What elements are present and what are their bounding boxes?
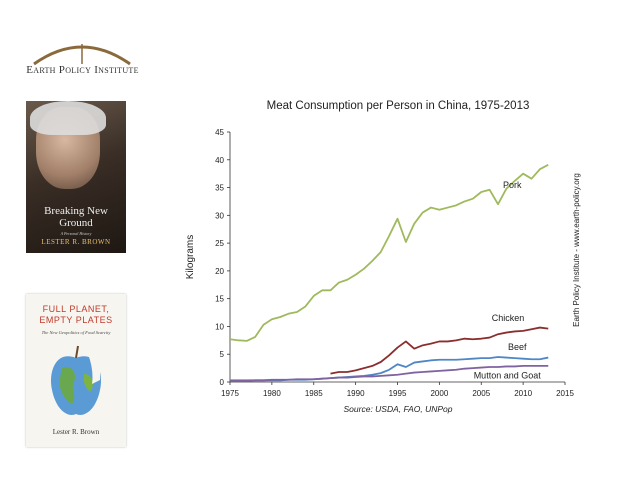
series-label: Chicken [492,313,525,323]
book-title: Breaking New Ground [44,205,108,229]
y-tick-label: 35 [215,184,224,193]
x-tick-label: 1995 [389,389,407,398]
x-tick-label: 1975 [221,389,239,398]
logo-text: Earth Policy Institute [26,64,139,76]
apple-globe [51,345,101,415]
y-tick-label: 5 [220,350,225,359]
portrait-hair [30,101,106,135]
book-author: LESTER R. BROWN [41,238,111,246]
y-tick-label: 10 [215,322,224,331]
series-line [229,163,549,342]
x-tick-label: 2000 [430,389,448,398]
series-line [230,364,549,382]
book-subtitle: The New Geopolitics of Food Scarcity [41,330,111,335]
series-label: Beef [508,342,527,352]
x-tick-label: 2005 [472,389,490,398]
y-tick-label: 0 [220,378,225,387]
y-tick-label: 40 [215,156,224,165]
x-tick-label: 1985 [305,389,323,398]
logo-arc [33,44,131,66]
x-tick-label: 1980 [263,389,281,398]
book-title: FULL PLANET, EMPTY PLATES [39,304,113,325]
series-line [330,326,549,375]
x-tick-label: 2010 [514,389,532,398]
source-note: Source: USDA, FAO, UNPop [344,404,453,414]
x-tick-label: 1990 [347,389,365,398]
book-cover: FULL PLANET, EMPTY PLATES The New Geopol… [26,294,126,447]
x-tick-label: 2015 [556,389,574,398]
book-author: Lester R. Brown [52,428,100,436]
series-label: Pork [503,180,522,190]
series-label: Mutton and Goat [474,370,542,380]
chart-title: Meat Consumption per Person in China, 19… [267,100,530,112]
y-tick-label: 45 [215,128,224,137]
y-tick-label: 20 [215,267,224,276]
y-axis-label: Kilograms [185,235,196,279]
book-cover: Breaking New Ground A Personal History L… [26,101,126,253]
y-tick-label: 30 [215,211,224,220]
y-tick-label: 25 [215,239,224,248]
side-note: Earth Policy Institute - www.earth-polic… [572,173,581,327]
y-tick-label: 15 [215,295,224,304]
book-subtitle: A Personal History [60,231,92,236]
